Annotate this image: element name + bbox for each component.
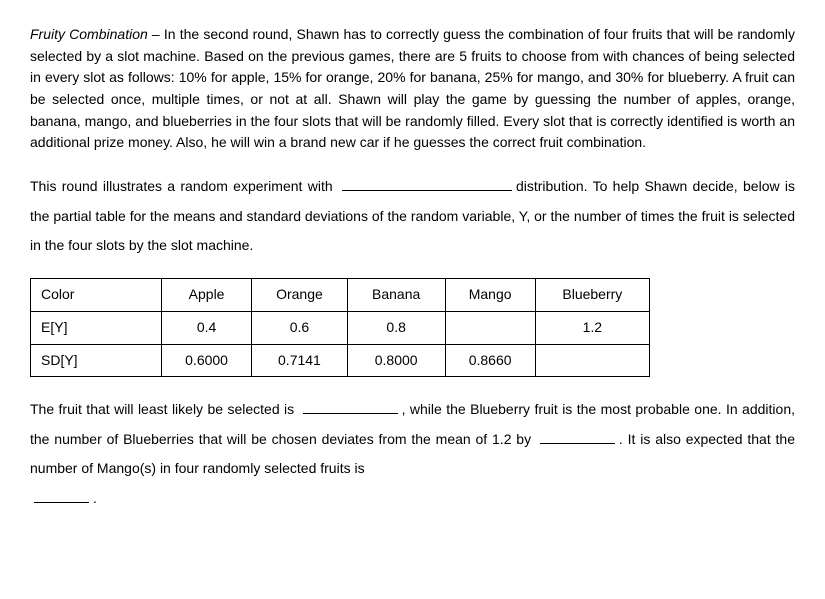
fill-blank-deviation[interactable] bbox=[540, 430, 615, 444]
fill-blank-least-likely[interactable] bbox=[303, 401, 398, 415]
tail-period: . bbox=[93, 490, 97, 506]
table-head-row: Color Apple Orange Banana Mango Blueberr… bbox=[31, 279, 650, 312]
table-cell: 0.8 bbox=[347, 311, 445, 344]
intro-body: – In the second round, Shawn has to corr… bbox=[30, 26, 795, 150]
table-head-cell: Mango bbox=[445, 279, 535, 312]
tail-before: The fruit that will least likely be sele… bbox=[30, 401, 299, 417]
table-cell: 0.7141 bbox=[252, 344, 348, 377]
table-cell: 0.8660 bbox=[445, 344, 535, 377]
table-head-cell: Blueberry bbox=[535, 279, 649, 312]
table-cell: 1.2 bbox=[535, 311, 649, 344]
stats-table: Color Apple Orange Banana Mango Blueberr… bbox=[30, 278, 650, 377]
intro-title: Fruity Combination bbox=[30, 26, 148, 42]
fill-blank-mango-count[interactable] bbox=[34, 489, 89, 503]
table-cell: 0.6 bbox=[252, 311, 348, 344]
table-cell: 0.6000 bbox=[162, 344, 252, 377]
lead-paragraph: This round illustrates a random experime… bbox=[30, 172, 795, 260]
table-head-cell: Orange bbox=[252, 279, 348, 312]
table-cell: 0.8000 bbox=[347, 344, 445, 377]
lead-before: This round illustrates a random experime… bbox=[30, 178, 338, 194]
table-row-label: SD[Y] bbox=[31, 344, 162, 377]
table-cell bbox=[535, 344, 649, 377]
table-cell: 0.4 bbox=[162, 311, 252, 344]
intro-paragraph: Fruity Combination – In the second round… bbox=[30, 24, 795, 154]
table-row-label: E[Y] bbox=[31, 311, 162, 344]
table-cell bbox=[445, 311, 535, 344]
table-head-cell: Color bbox=[31, 279, 162, 312]
fill-blank-distribution[interactable] bbox=[342, 178, 512, 192]
table-row: E[Y] 0.4 0.6 0.8 1.2 bbox=[31, 311, 650, 344]
table-row: SD[Y] 0.6000 0.7141 0.8000 0.8660 bbox=[31, 344, 650, 377]
table-head-cell: Apple bbox=[162, 279, 252, 312]
tail-paragraph: The fruit that will least likely be sele… bbox=[30, 395, 795, 513]
table-head-cell: Banana bbox=[347, 279, 445, 312]
